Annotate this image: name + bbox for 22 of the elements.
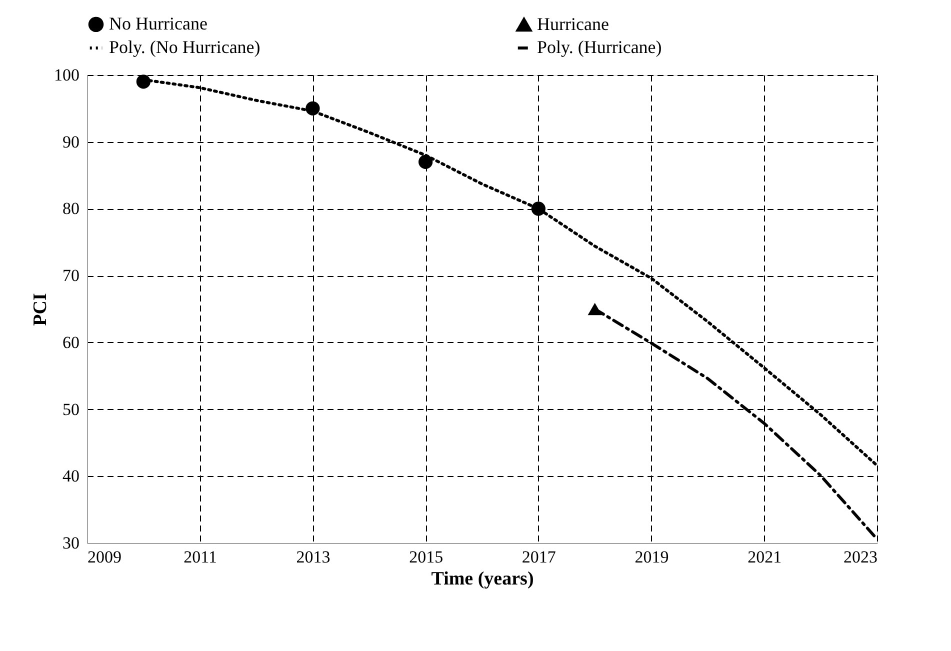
y-tick-label: 40: [62, 466, 80, 486]
x-tick-label: 2023: [844, 548, 878, 566]
y-tick-label: 90: [62, 132, 80, 152]
y-tick-label: 60: [62, 332, 80, 352]
x-tick-label: 2009: [88, 548, 122, 566]
y-axis-title: PCI: [30, 293, 51, 326]
x-tick-label: 2021: [748, 548, 782, 566]
legend-label: No Hurricane: [109, 13, 208, 34]
y-tick-label: 80: [62, 199, 80, 218]
x-tick-label: 2013: [296, 548, 330, 566]
x-tick-label: 2019: [634, 548, 669, 566]
x-tick-label: 2017: [522, 548, 556, 566]
legend-label: Hurricane: [537, 14, 609, 34]
x-axis-title: Time (years): [431, 568, 534, 590]
legend-label: Poly. (Hurricane): [537, 37, 662, 57]
y-tick-label: 70: [62, 266, 80, 286]
x-tick-label: 2011: [184, 548, 218, 566]
y-tick-label: 50: [62, 400, 80, 419]
x-tick-label: 2015: [409, 548, 444, 566]
y-tick-label: 30: [62, 534, 80, 552]
legend-label: Poly. (No Hurricane): [109, 37, 260, 57]
y-tick-label: 100: [54, 66, 80, 84]
